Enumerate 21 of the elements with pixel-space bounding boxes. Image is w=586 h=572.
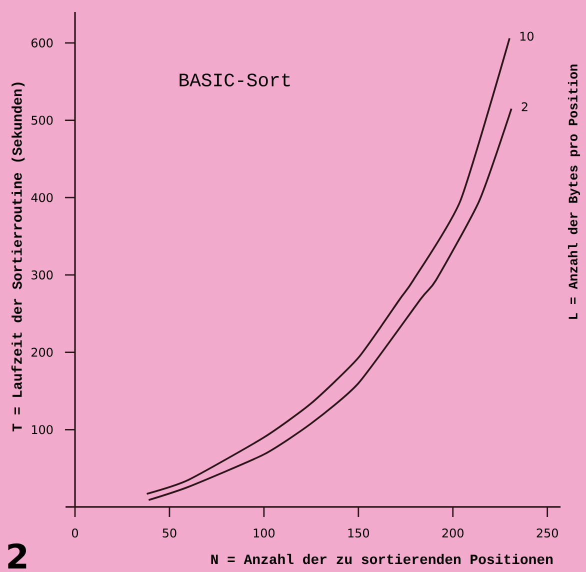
series-label: 2 bbox=[522, 102, 528, 112]
x-tick-label: 200 bbox=[442, 528, 464, 538]
y-axis-title: T = Laufzeit der Sortierroutine (Sekunden) bbox=[11, 82, 25, 432]
y-tick-label: 500 bbox=[32, 116, 53, 125]
y-tick-label: 400 bbox=[31, 193, 53, 202]
y-tick-label: 100 bbox=[32, 425, 53, 434]
x-tick-label: 150 bbox=[348, 528, 370, 538]
y-tick-label: 300 bbox=[32, 270, 53, 280]
line-series bbox=[148, 108, 512, 501]
y-tick-label: 200 bbox=[32, 348, 53, 357]
x-tick-label: 50 bbox=[162, 528, 176, 538]
x-tick-label: 0 bbox=[72, 528, 78, 538]
line-series bbox=[146, 37, 510, 495]
text: BASIC-Sort bbox=[180, 74, 290, 86]
text: L = Anzahl der Bytes pro Position bbox=[568, 64, 580, 319]
x-axis-title: N = Anzahl der zu sortierenden Positionen bbox=[211, 554, 553, 564]
series-label: 10 bbox=[520, 32, 534, 41]
y-tick-label: 600 bbox=[31, 38, 53, 48]
x-tick-label: 250 bbox=[536, 528, 558, 538]
x-tick-label: 100 bbox=[254, 528, 275, 538]
text: 2 bbox=[8, 543, 26, 568]
